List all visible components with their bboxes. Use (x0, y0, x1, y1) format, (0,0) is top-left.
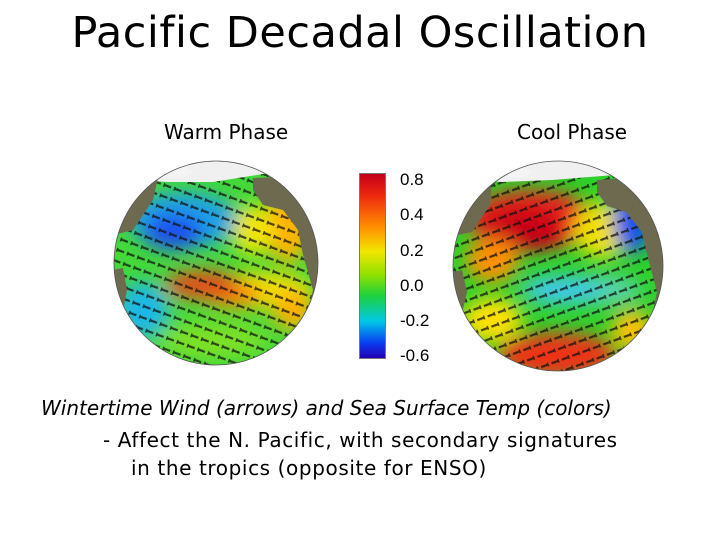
cool-phase-globe-map (452, 160, 664, 372)
cool-phase-label: Cool Phase (517, 120, 628, 144)
caption-main: Wintertime Wind (arrows) and Sea Surface… (41, 396, 612, 420)
colorbar-tick-label: 0.0 (400, 276, 424, 295)
colorbar-tick-label: -0.2 (400, 311, 430, 330)
warm-phase-globe-map (113, 160, 319, 366)
colorbar-tick-label: 0.8 (400, 170, 424, 189)
caption-detail: - Affect the N. Pacific, with secondary … (103, 428, 618, 452)
colorbar-tick-label: -0.6 (400, 346, 430, 365)
caption-detail-continued: in the tropics (opposite for ENSO) (131, 456, 487, 480)
colorbar-tick-label: 0.4 (400, 205, 424, 224)
warm-phase-label: Warm Phase (164, 120, 289, 144)
slide-title: Pacific Decadal Oscillation (71, 8, 649, 58)
colorbar-tick-label: 0.2 (400, 241, 424, 260)
sst-colorbar (359, 173, 386, 359)
